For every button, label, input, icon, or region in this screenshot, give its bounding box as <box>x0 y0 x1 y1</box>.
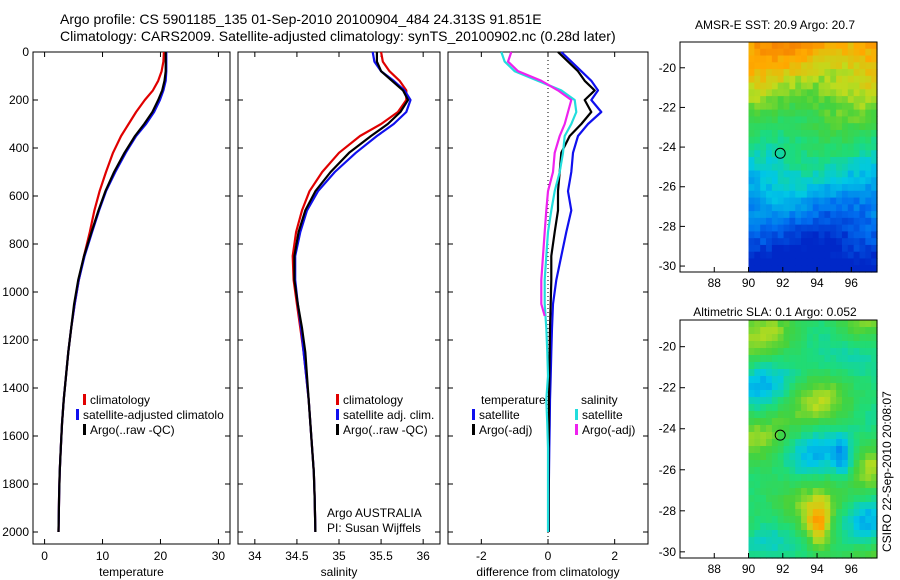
sal-legend-satellite-label: satellite adj. clim. <box>343 408 434 422</box>
series-line-difference-salinity-argo-adj- <box>506 51 573 317</box>
x-tick-label-salinity: 35 <box>332 549 346 563</box>
x-axis-label-temperature: temperature <box>99 565 164 579</box>
x-tick-label-difference: 0 <box>545 549 552 563</box>
panel-frame-temperature <box>32 51 231 545</box>
y-tick-label-depth: 0 <box>22 45 29 59</box>
sst-map-title: AMSR-E SST: 20.9 Argo: 20.7 <box>694 18 856 32</box>
y-tick-label-depth: 1000 <box>2 285 29 299</box>
sla-map-y-tick-label: -30 <box>659 545 677 559</box>
x-axis-label-salinity: salinity <box>321 565 358 579</box>
sla-map-x-tick-label: 90 <box>742 562 756 576</box>
sla-map-title: Altimetric SLA: 0.1 Argo: 0.052 <box>693 305 857 319</box>
sst-map-frame <box>679 41 878 273</box>
y-tick-label-depth: 600 <box>9 189 29 203</box>
sla-map-y-tick-label: -28 <box>659 504 677 518</box>
x-tick-label-difference: -2 <box>476 549 487 563</box>
sst-map-x-tick-label: 90 <box>742 276 756 290</box>
sla-map-x-tick-label: 96 <box>845 562 859 576</box>
salinity-annotation-line2: PI: Susan Wijffels <box>327 521 421 535</box>
series-line-temperature-satellite-adjusted-climatology <box>57 52 168 533</box>
panel-frame-salinity <box>237 51 441 545</box>
diff-legend-sal-satellite-label: satellite <box>582 408 623 422</box>
series-line-temperature-argo-raw-qc- <box>57 52 167 533</box>
series-line-difference-salinity-satellite <box>500 51 578 532</box>
diff-legend-temp-argo-swatch <box>472 424 475 435</box>
sla-map-x-tick-label: 94 <box>810 562 824 576</box>
sst-map-y-tick-label: -28 <box>659 219 677 233</box>
y-tick-label-depth: 800 <box>9 237 29 251</box>
temp-legend-satellite-label: satellite-adjusted climatolo <box>83 408 224 422</box>
sst-map-x-tick-label: 88 <box>708 276 722 290</box>
sst-map-y-tick-label: -24 <box>659 140 677 154</box>
sla-map-x-tick-label: 92 <box>776 562 790 576</box>
x-tick-label-salinity: 34 <box>248 549 262 563</box>
x-tick-label-temperature: 0 <box>41 549 48 563</box>
x-axis-label-difference: difference from climatology <box>476 565 619 579</box>
sst-map-x-tick-label: 92 <box>776 276 790 290</box>
temp-legend-satellite-swatch <box>76 409 79 420</box>
sst-map-argo-marker <box>774 147 786 159</box>
sla-map-argo-marker <box>774 429 786 441</box>
sal-legend-argo-swatch <box>336 424 339 435</box>
y-tick-label-depth: 200 <box>9 93 29 107</box>
sst-map-x-tick-label: 94 <box>810 276 824 290</box>
y-tick-label-depth: 2000 <box>2 525 29 539</box>
temp-legend-climatology-swatch <box>83 394 86 405</box>
sst-map-x-tick-label: 96 <box>845 276 859 290</box>
diff-legend-temp-satellite-label: satellite <box>479 408 520 422</box>
x-tick-label-temperature: 20 <box>154 549 168 563</box>
y-tick-label-depth: 1800 <box>2 477 29 491</box>
x-tick-label-temperature: 30 <box>212 549 226 563</box>
diff-legend-sal-argo-swatch <box>575 424 578 435</box>
figure-title-line1: Argo profile: CS 5901185_135 01-Sep-2010… <box>60 11 542 27</box>
sst-map-field <box>748 42 878 273</box>
sla-map-y-tick-label: -26 <box>659 463 677 477</box>
sal-legend-argo-label: Argo(..raw -QC) <box>343 423 428 437</box>
diff-legend-temp-argo-label: Argo(-adj) <box>479 423 532 437</box>
x-tick-label-difference: 2 <box>611 549 618 563</box>
sal-legend-satellite-swatch <box>336 409 339 420</box>
sla-map-y-tick-label: -24 <box>659 422 677 436</box>
sst-map-y-tick-label: -30 <box>659 259 677 273</box>
y-tick-label-depth: 400 <box>9 141 29 155</box>
sla-map-frame <box>679 319 878 559</box>
series-line-temperature-climatology <box>57 51 165 533</box>
series-line-salinity-argo-raw-qc- <box>293 52 410 533</box>
salinity-annotation-line1: Argo AUSTRALIA <box>327 506 422 520</box>
sst-map-y-tick-label: -20 <box>659 61 677 75</box>
y-tick-label-depth: 1400 <box>2 381 29 395</box>
temp-legend-argo-label: Argo(..raw -QC) <box>90 423 175 437</box>
diff-legend-temp-satellite-swatch <box>472 409 475 420</box>
sla-map-x-tick-label: 88 <box>708 562 722 576</box>
diff-legend-sal-argo-label: Argo(-adj) <box>582 423 635 437</box>
x-tick-label-salinity: 36 <box>416 549 430 563</box>
sla-map-field <box>748 320 878 559</box>
series-line-difference-temperature-satellite <box>547 51 603 532</box>
x-tick-label-salinity: 34.5 <box>285 549 309 563</box>
sla-map-y-tick-label: -20 <box>659 340 677 354</box>
sst-map-y-tick-label: -22 <box>659 100 677 114</box>
y-tick-label-depth: 1200 <box>2 333 29 347</box>
y-tick-label-depth: 1600 <box>2 429 29 443</box>
diff-legend-sal-satellite-swatch <box>575 409 578 420</box>
series-line-difference-temperature-argo-adj- <box>547 51 596 532</box>
temp-legend-argo-swatch <box>83 424 86 435</box>
sst-map-y-tick-label: -26 <box>659 180 677 194</box>
diff-legend-temperature-title: temperature <box>481 393 546 407</box>
temp-legend-climatology-label: climatology <box>90 393 150 407</box>
figure-title-line2: Climatology: CARS2009. Satellite-adjuste… <box>60 28 616 44</box>
sal-legend-climatology-label: climatology <box>343 393 403 407</box>
diff-legend-salinity-title: salinity <box>581 393 618 407</box>
x-tick-label-temperature: 10 <box>96 549 110 563</box>
sal-legend-climatology-swatch <box>336 394 339 405</box>
sla-map-y-tick-label: -22 <box>659 381 677 395</box>
x-tick-label-salinity: 35.5 <box>369 549 393 563</box>
